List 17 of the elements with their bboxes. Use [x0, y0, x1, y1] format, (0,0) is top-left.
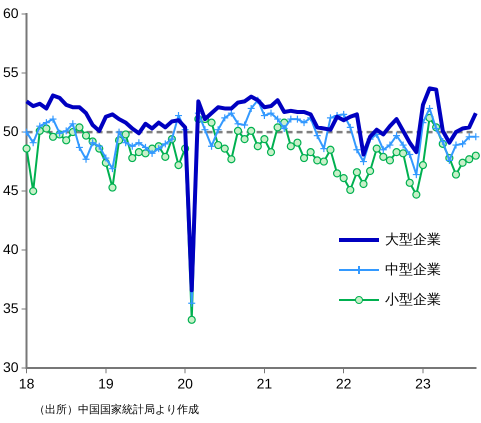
x-tick-label: 23 — [415, 375, 431, 392]
legend-label: 小型企業 — [385, 291, 441, 309]
y-tick-label: 50 — [2, 122, 19, 139]
x-tick-label: 19 — [98, 375, 114, 392]
x-tick-label: 18 — [18, 375, 35, 392]
x-tick-label: 20 — [177, 375, 194, 392]
legend-label: 中型企業 — [385, 261, 441, 279]
y-tick-label: 60 — [2, 4, 19, 21]
y-tick-label: 35 — [2, 300, 19, 316]
y-tick-label: 40 — [2, 240, 19, 257]
y-tick-label: 30 — [2, 359, 19, 376]
x-tick-label: 21 — [256, 375, 272, 392]
x-tick-label: 22 — [336, 375, 352, 392]
y-tick-label: 45 — [2, 182, 19, 198]
y-tick-label: 55 — [2, 64, 19, 80]
legend-label: 大型企業 — [385, 231, 441, 249]
text: （出所）中国国家統計局より作成 — [34, 402, 199, 417]
